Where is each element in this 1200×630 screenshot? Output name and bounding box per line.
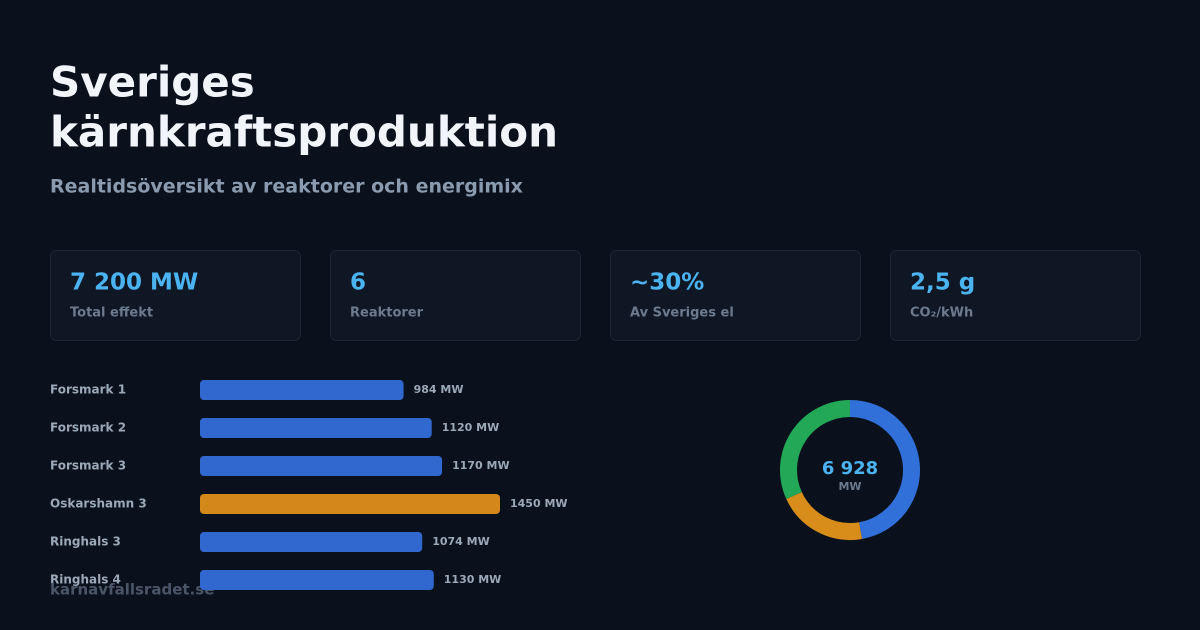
stat-value: 6 bbox=[350, 270, 366, 296]
stat-card bbox=[330, 250, 581, 341]
donut-total: 6 928 bbox=[822, 458, 878, 479]
bar-label: Forsmark 1 bbox=[50, 383, 126, 397]
value-label: 1170 MW bbox=[452, 459, 510, 472]
bar-label: Forsmark 3 bbox=[50, 459, 126, 473]
stat-value: ~30% bbox=[630, 270, 704, 296]
bar-label: Ringhals 4 bbox=[50, 573, 121, 587]
value-label: 1120 MW bbox=[442, 421, 500, 434]
footer: karnavfallsradet.se bbox=[50, 581, 214, 599]
donut-segment bbox=[780, 400, 851, 500]
bar bbox=[200, 532, 423, 552]
bar-label: Ringhals 3 bbox=[50, 535, 121, 549]
value-label: 1130 MW bbox=[444, 573, 502, 586]
bar bbox=[200, 418, 432, 438]
stat-label: Reaktorer bbox=[350, 306, 424, 321]
value-label: 1450 MW bbox=[510, 497, 568, 510]
subtitle: Realtidsöversikt av reaktorer och energi… bbox=[50, 176, 523, 198]
stat-value: 2,5 g bbox=[910, 270, 975, 296]
value-label: 984 MW bbox=[414, 383, 464, 396]
stat-card bbox=[610, 250, 861, 341]
bar bbox=[200, 494, 500, 514]
stat-card bbox=[890, 250, 1141, 341]
donut-unit: MW bbox=[838, 480, 861, 493]
bar-label: Oskarshamn 3 bbox=[50, 497, 147, 511]
bar bbox=[200, 380, 404, 400]
donut-segment bbox=[786, 491, 863, 540]
stat-value: 7 200 MW bbox=[70, 270, 198, 296]
stat-card bbox=[50, 250, 301, 341]
bar bbox=[200, 570, 434, 590]
title: kärnkraftsproduktion bbox=[50, 108, 558, 157]
title: Sveriges bbox=[50, 58, 255, 107]
bar bbox=[200, 456, 443, 476]
stat-label: CO₂/kWh bbox=[910, 306, 973, 321]
bar-label: Forsmark 2 bbox=[50, 421, 126, 435]
stat-label: Av Sveriges el bbox=[630, 306, 734, 321]
donut-segment bbox=[849, 400, 920, 539]
stat-label: Total effekt bbox=[70, 306, 153, 321]
value-label: 1074 MW bbox=[432, 535, 490, 548]
